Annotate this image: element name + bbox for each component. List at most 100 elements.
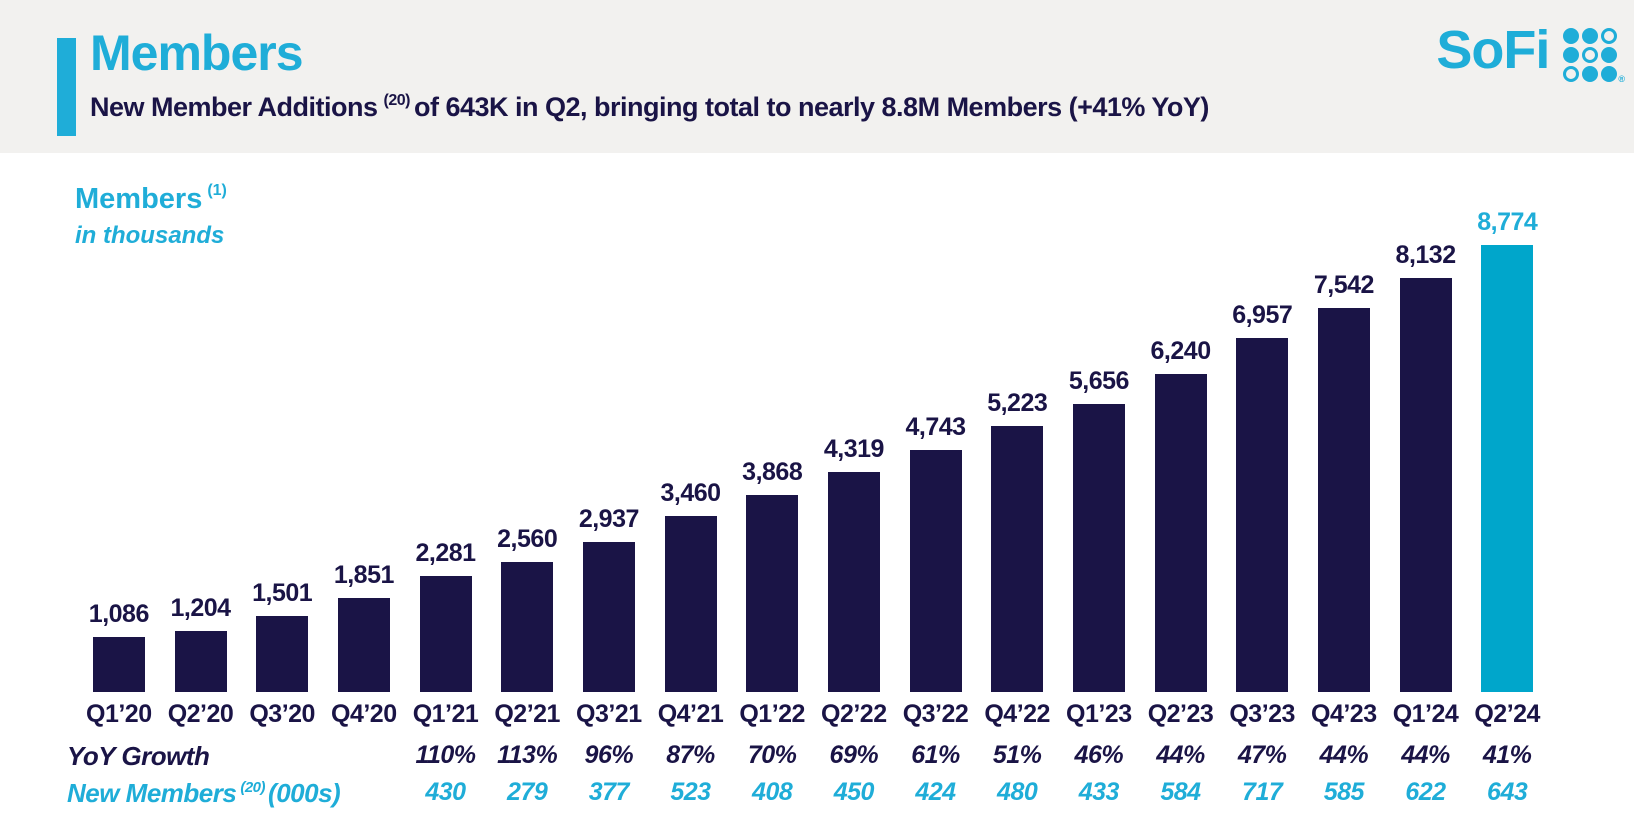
logo-dot xyxy=(1563,47,1580,63)
new-members-value: 408 xyxy=(752,778,793,806)
new-members-value: 622 xyxy=(1405,778,1446,806)
bar xyxy=(827,472,880,692)
x-axis-tick-label: Q1’21 xyxy=(412,700,479,728)
bar-column: 1,204 xyxy=(160,198,242,692)
page-subtitle: New Member Additions (20) of 643K in Q2, b… xyxy=(90,92,1209,123)
bar-column: 5,656 xyxy=(1058,198,1140,692)
x-axis-tick-label: Q2’22 xyxy=(821,700,887,728)
bar-chart: 1,086 1,204 1,501 1,851 2,281 2,560 2,937 3,460… xyxy=(78,198,1548,692)
bar xyxy=(1236,338,1289,692)
chart-axis-title: Members (1) xyxy=(75,182,227,216)
x-axis-tick-label: Q2’23 xyxy=(1147,700,1214,728)
x-axis-tick-label: Q3’21 xyxy=(576,700,642,728)
bar-column: 3,460 xyxy=(650,198,732,692)
chart-axis-title-text: Members xyxy=(75,183,203,215)
yoy-growth-value: 70% xyxy=(747,741,797,769)
subtitle-text: New Member Additions xyxy=(90,92,378,122)
new-members-value: 424 xyxy=(915,778,956,806)
bar-column: 3,868 xyxy=(731,198,813,692)
yoy-growth-value: 110% xyxy=(415,741,476,769)
x-axis-tick-label: Q1’24 xyxy=(1392,700,1459,728)
sofi-logo-dots-icon xyxy=(1563,28,1618,82)
yoy-growth-value xyxy=(323,741,405,770)
bar-value-label: 1,501 xyxy=(252,579,313,607)
new-members-footnote-superscript: (20) xyxy=(240,779,266,796)
logo-dot xyxy=(1601,47,1618,63)
logo-dot xyxy=(1582,28,1599,44)
subtitle-footnote-superscript: (20) xyxy=(383,92,411,109)
x-axis-tick-label: Q3’20 xyxy=(249,700,315,728)
x-axis-tick-label: Q1’20 xyxy=(86,700,152,728)
logo-dot-ring xyxy=(1563,66,1580,82)
bar xyxy=(256,616,309,692)
bar-column: 1,086 xyxy=(78,198,160,692)
x-axis-tick-label: Q3’22 xyxy=(902,700,969,728)
chart-title-footnote-superscript: (1) xyxy=(207,182,227,199)
x-axis-tick-label: Q1’23 xyxy=(1066,700,1132,728)
bar-column: 8,774 xyxy=(1466,198,1548,692)
bar-value-label: 1,851 xyxy=(333,561,395,589)
yoy-growth-value: 44% xyxy=(1401,741,1450,769)
bar-value-label: 5,223 xyxy=(987,389,1048,417)
bar xyxy=(419,576,472,692)
yoy-growth-value: 87% xyxy=(666,741,715,769)
bar xyxy=(501,562,554,692)
bar-column: 1,851 xyxy=(323,198,405,692)
new-members-row-label: New Members (20) (000s) xyxy=(67,778,341,809)
yoy-growth-value: 44% xyxy=(1156,741,1205,769)
yoy-growth-row: YoY Growth 110% 113% 96% 87% 70% 69% 61% 51% 46%… xyxy=(67,741,1548,771)
x-axis-tick-label: Q3’23 xyxy=(1229,700,1295,728)
bar-column: 7,542 xyxy=(1303,198,1385,692)
logo-dot-ring xyxy=(1601,28,1618,44)
bar-value-label: 3,868 xyxy=(742,458,803,486)
logo-dot-ring xyxy=(1582,47,1599,63)
new-members-value: 584 xyxy=(1160,778,1201,806)
bar xyxy=(92,637,145,692)
x-axis-tick-label: Q4’20 xyxy=(331,700,397,728)
yoy-growth-value xyxy=(241,741,323,770)
bar-column: 4,319 xyxy=(813,198,895,692)
bar xyxy=(174,631,227,692)
new-members-value: 430 xyxy=(425,778,466,806)
bar xyxy=(746,495,799,692)
bar xyxy=(664,516,717,692)
yoy-growth-value: 46% xyxy=(1074,741,1124,769)
yoy-growth-value: 69% xyxy=(829,741,879,769)
x-axis-tick-label: Q4’22 xyxy=(984,700,1050,728)
bar-column: 8,132 xyxy=(1385,198,1467,692)
bar-column: 2,560 xyxy=(486,198,568,692)
sofi-logo: SoFi ® xyxy=(1436,20,1625,84)
bar-column: 1,501 xyxy=(241,198,323,692)
bar-column: 2,937 xyxy=(568,198,650,692)
logo-dot xyxy=(1601,66,1618,82)
bar-column: 6,957 xyxy=(1221,198,1303,692)
sofi-logo-text: SoFi xyxy=(1436,20,1550,80)
bar-column: 2,281 xyxy=(405,198,487,692)
bar xyxy=(909,450,962,692)
bar xyxy=(1072,404,1125,692)
bar-value-label: 4,743 xyxy=(905,413,967,441)
x-axis-tick-label: Q2’20 xyxy=(167,700,234,728)
title-accent-bar xyxy=(57,38,76,136)
bar xyxy=(582,542,635,692)
yoy-growth-value: 51% xyxy=(992,741,1042,769)
bar-value-label: 8,132 xyxy=(1395,241,1457,269)
subtitle-text-continued: of 643K in Q2, bringing total to nearly … xyxy=(413,92,1209,122)
new-members-value: 480 xyxy=(997,778,1038,806)
chart-axis-units: in thousands xyxy=(75,222,225,249)
new-members-value: 585 xyxy=(1323,778,1365,806)
new-members-value: 377 xyxy=(588,778,630,806)
bar-value-label: 4,319 xyxy=(823,435,885,463)
bar-value-label: 1,204 xyxy=(170,594,231,622)
x-axis-tick-label: Q2’24 xyxy=(1474,700,1540,728)
yoy-growth-value: 113% xyxy=(497,741,558,769)
yoy-growth-value: 44% xyxy=(1319,741,1369,769)
new-members-value: 523 xyxy=(670,778,711,806)
new-members-label-text: New Members xyxy=(67,778,237,808)
bar-value-label: 2,937 xyxy=(578,505,640,533)
registered-trademark-symbol: ® xyxy=(1618,74,1625,84)
yoy-growth-value: 96% xyxy=(584,741,634,769)
new-members-value: 433 xyxy=(1078,778,1120,806)
bar-value-label: 2,281 xyxy=(415,539,476,567)
bar-column: 4,743 xyxy=(895,198,977,692)
